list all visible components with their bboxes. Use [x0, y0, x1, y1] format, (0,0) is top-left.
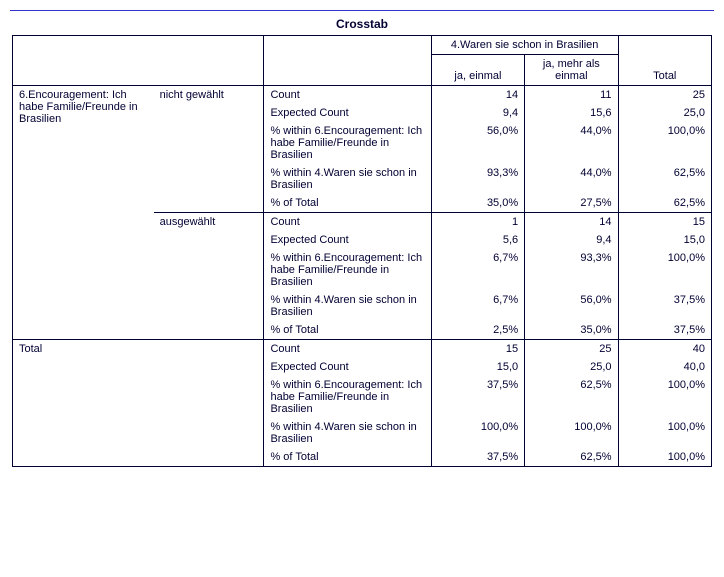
col-var-header: 4.Waren sie schon in Brasilien — [431, 36, 618, 55]
stat-pwcol: % within 4.Waren sie schon in Brasilien — [264, 164, 431, 194]
row-cat-2: ausgewählt — [154, 213, 264, 340]
stat-ptot: % of Total — [264, 321, 431, 340]
stat-pwrow: % within 6.Encouragement: Ich habe Famil… — [264, 376, 431, 418]
stat-ptot: % of Total — [264, 448, 431, 467]
cell: 93,3% — [525, 249, 618, 291]
cell: 25,0 — [618, 104, 711, 122]
stat-count: Count — [264, 86, 431, 105]
cell: 100,0% — [431, 418, 524, 448]
cell: 37,5% — [431, 448, 524, 467]
cell: 40,0 — [618, 358, 711, 376]
stat-pwcol: % within 4.Waren sie schon in Brasilien — [264, 291, 431, 321]
cell: 14 — [525, 213, 618, 232]
cell: 15,0 — [431, 358, 524, 376]
cell: 37,5% — [431, 376, 524, 418]
cell: 56,0% — [431, 122, 524, 164]
cell: 15,6 — [525, 104, 618, 122]
stat-exp: Expected Count — [264, 231, 431, 249]
cell: 2,5% — [431, 321, 524, 340]
stat-pwrow: % within 6.Encouragement: Ich habe Famil… — [264, 122, 431, 164]
cell: 56,0% — [525, 291, 618, 321]
cell: 100,0% — [525, 418, 618, 448]
cell: 93,3% — [431, 164, 524, 194]
cell: 100,0% — [618, 448, 711, 467]
row-cat-1: nicht gewählt — [154, 86, 264, 213]
col-cat-1: ja, einmal — [431, 55, 524, 86]
crosstab-title: Crosstab — [10, 17, 714, 31]
cell: 14 — [431, 86, 524, 105]
cell: 100,0% — [618, 249, 711, 291]
stat-ptot: % of Total — [264, 194, 431, 213]
total-col-header: Total — [618, 36, 711, 86]
cell: 1 — [431, 213, 524, 232]
cell: 35,0% — [525, 321, 618, 340]
cell: 25 — [525, 340, 618, 359]
cell: 100,0% — [618, 418, 711, 448]
cell: 15 — [431, 340, 524, 359]
row-var-label: 6.Encouragement: Ich habe Familie/Freund… — [13, 86, 154, 340]
cell: 40 — [618, 340, 711, 359]
crosstab-table: 4.Waren sie schon in Brasilien Total ja,… — [12, 35, 712, 467]
cell: 37,5% — [618, 321, 711, 340]
cell: 37,5% — [618, 291, 711, 321]
cell: 9,4 — [525, 231, 618, 249]
cell: 62,5% — [618, 194, 711, 213]
cell: 62,5% — [525, 448, 618, 467]
cell: 25,0 — [525, 358, 618, 376]
cell: 5,6 — [431, 231, 524, 249]
cell: 27,5% — [525, 194, 618, 213]
cell: 11 — [525, 86, 618, 105]
stat-exp: Expected Count — [264, 104, 431, 122]
cell: 100,0% — [618, 376, 711, 418]
cell: 15,0 — [618, 231, 711, 249]
cell: 62,5% — [525, 376, 618, 418]
cell: 15 — [618, 213, 711, 232]
cell: 44,0% — [525, 164, 618, 194]
stat-exp: Expected Count — [264, 358, 431, 376]
stat-count: Count — [264, 340, 431, 359]
row-total-label: Total — [13, 340, 264, 467]
stat-count: Count — [264, 213, 431, 232]
cell: 35,0% — [431, 194, 524, 213]
stat-pwcol: % within 4.Waren sie schon in Brasilien — [264, 418, 431, 448]
cell: 6,7% — [431, 249, 524, 291]
cell: 44,0% — [525, 122, 618, 164]
cell: 100,0% — [618, 122, 711, 164]
cell: 25 — [618, 86, 711, 105]
cell: 9,4 — [431, 104, 524, 122]
stat-pwrow: % within 6.Encouragement: Ich habe Famil… — [264, 249, 431, 291]
cell: 62,5% — [618, 164, 711, 194]
col-cat-2: ja, mehr als einmal — [525, 55, 618, 86]
cell: 6,7% — [431, 291, 524, 321]
